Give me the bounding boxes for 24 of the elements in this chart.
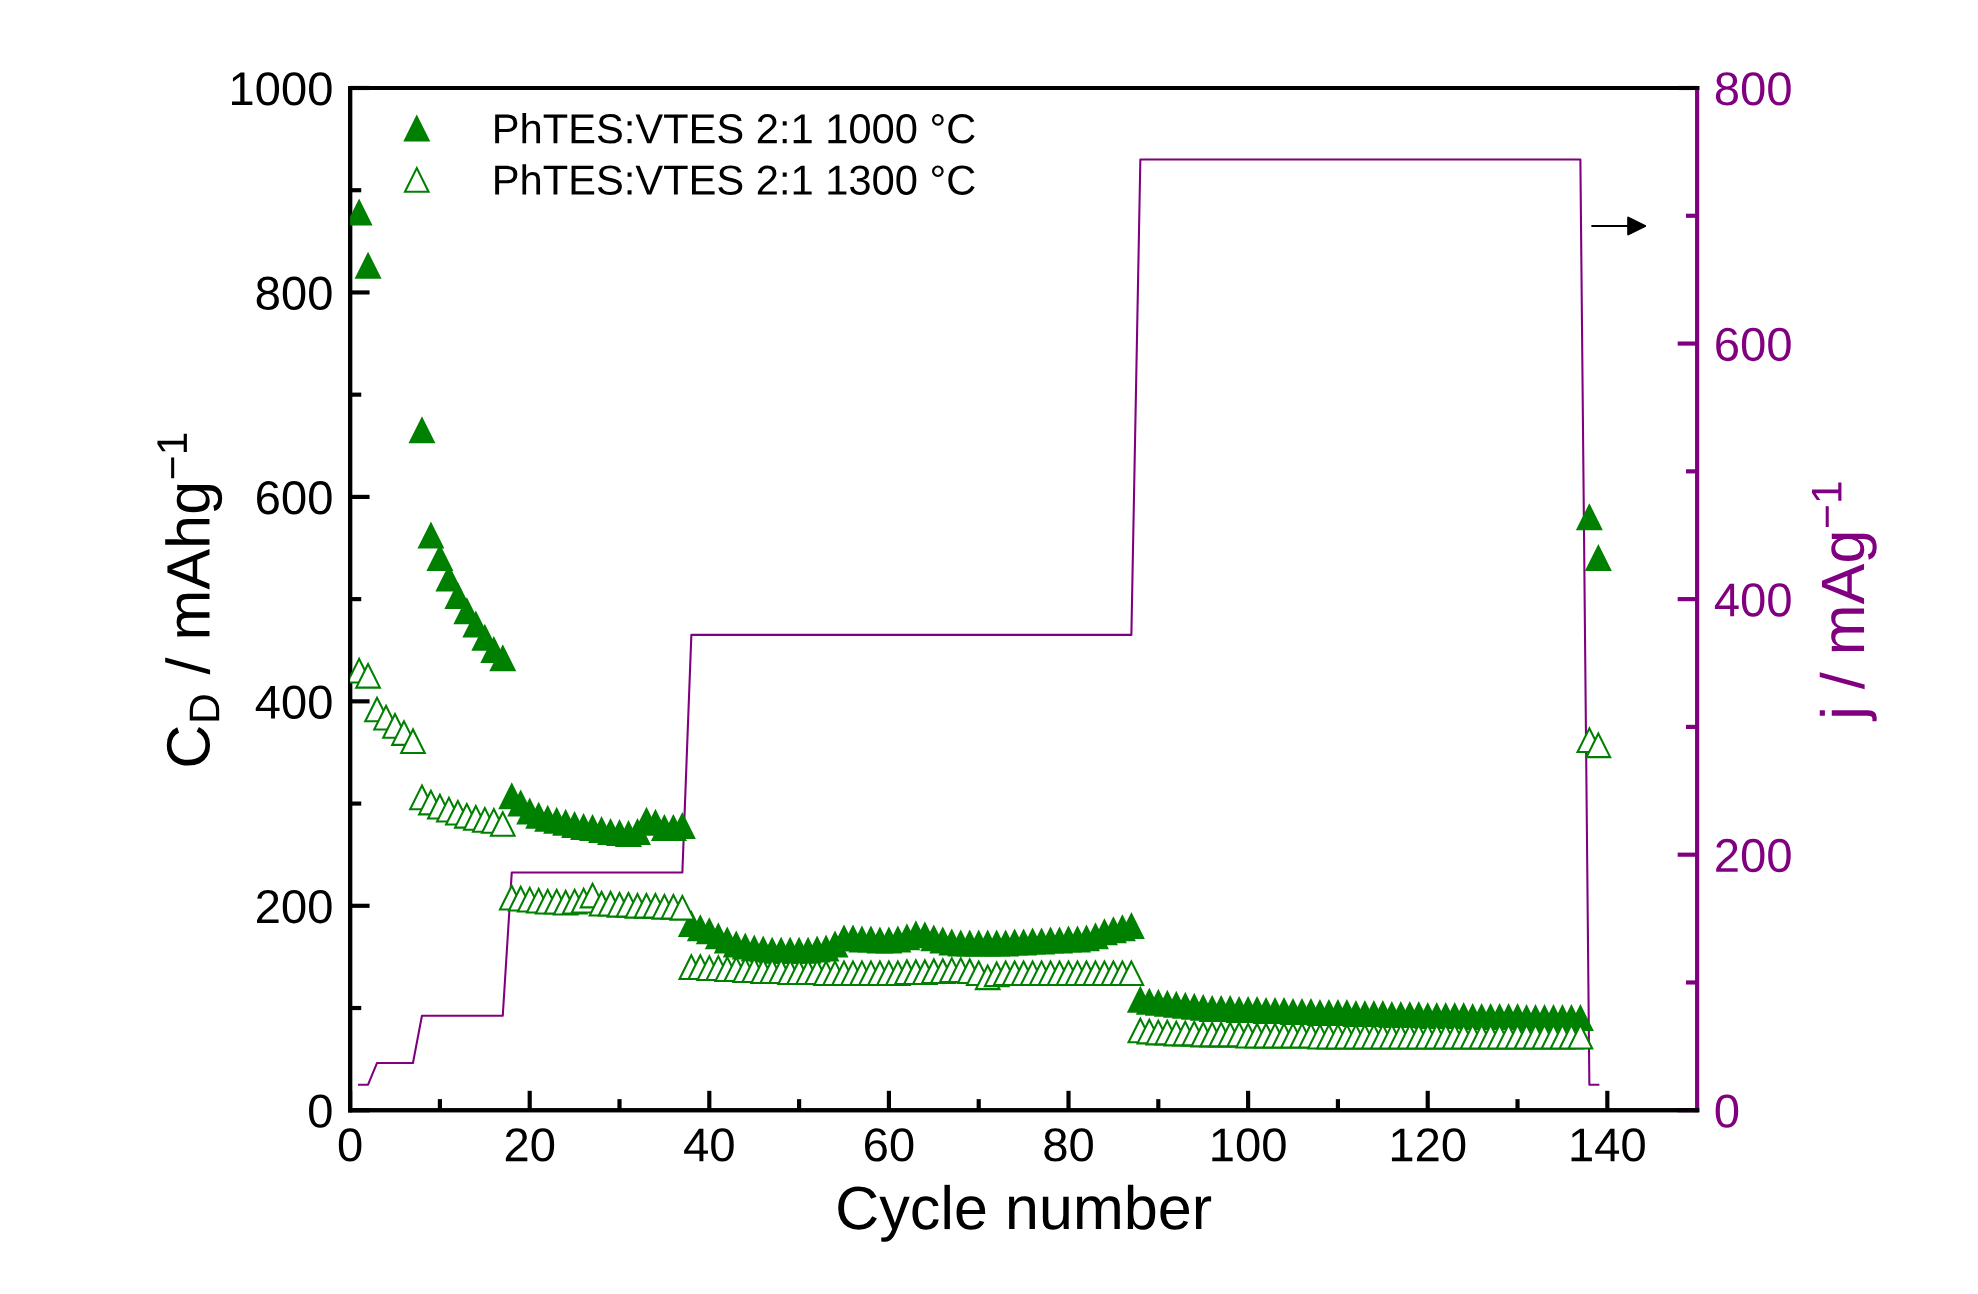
x-tick-label: 80 bbox=[1044, 1128, 1093, 1162]
y2-tick-label: 400 bbox=[1714, 583, 1791, 617]
y-tick-label: 200 bbox=[257, 889, 332, 924]
x-tick-label: 120 bbox=[1391, 1128, 1466, 1162]
y-tick-label: 400 bbox=[255, 685, 332, 719]
legend-label: PhTES:VTES 2:1 1300 °C bbox=[495, 164, 975, 195]
x-axis-title: Cycle number bbox=[838, 1184, 1212, 1242]
y-tick-label: 1000 bbox=[232, 72, 332, 106]
y2-tick-label: 200 bbox=[1716, 838, 1791, 873]
x-tick-label: 0 bbox=[338, 1128, 362, 1162]
y-tick-label: 0 bbox=[309, 1094, 332, 1128]
y2-tick-label: 0 bbox=[1715, 1094, 1739, 1128]
y-tick-label: 600 bbox=[257, 481, 332, 515]
x-tick-label: 60 bbox=[865, 1128, 914, 1162]
y2-axis-title: j / mAg$^{−1}$ bbox=[1812, 482, 1877, 722]
y2-tick-label: 800 bbox=[1715, 72, 1791, 106]
x-tick-label: 140 bbox=[1571, 1128, 1645, 1162]
y-axis-title: C$_{D}$ / mAhg$^{−1}$ bbox=[157, 433, 223, 766]
y-tick-label: 800 bbox=[256, 276, 332, 311]
x-tick-label: 20 bbox=[505, 1128, 555, 1162]
legend-label: PhTES:VTES 2:1 1000 °C bbox=[495, 112, 975, 144]
y2-tick-label: 600 bbox=[1716, 327, 1791, 362]
x-tick-label: 40 bbox=[684, 1128, 734, 1162]
x-tick-label: 100 bbox=[1212, 1128, 1286, 1162]
